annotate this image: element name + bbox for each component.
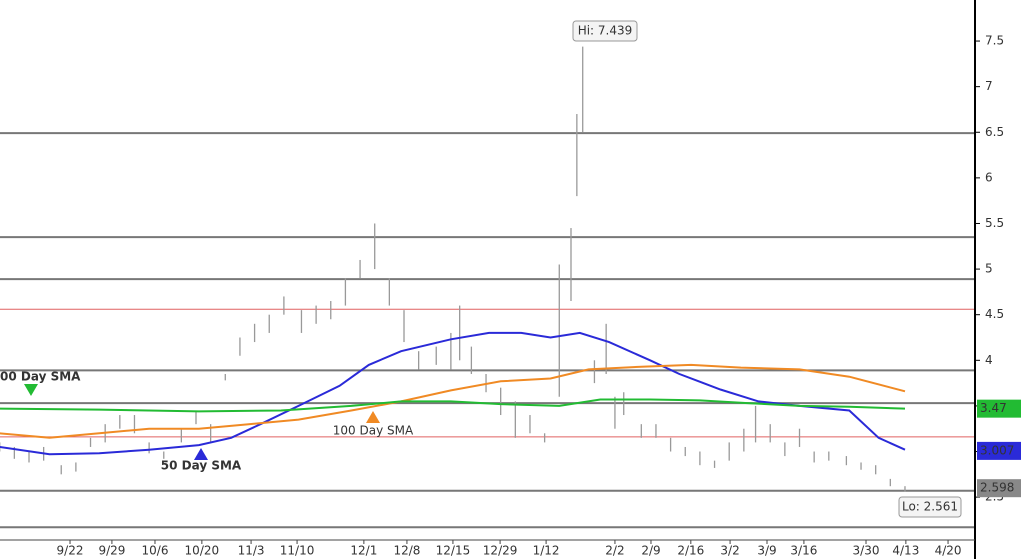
y-tick-label: 7.5 <box>985 34 1004 48</box>
x-tick-label: 12/8 <box>393 544 420 558</box>
x-tick-label: 2/16 <box>677 544 704 558</box>
x-tick-label: 2/2 <box>605 544 624 558</box>
x-tick-label: 1/12 <box>533 544 560 558</box>
last-value-label: 3.007 <box>980 443 1014 457</box>
sma-annotation: 50 Day SMA <box>161 459 242 473</box>
x-tick-label: 3/30 <box>853 544 880 558</box>
last-value-box <box>977 479 1021 498</box>
x-tick-label: 2/9 <box>641 544 660 558</box>
sma-marker <box>24 384 38 396</box>
x-tick-label: 9/22 <box>57 544 84 558</box>
y-tick-label: 7 <box>985 79 993 93</box>
sma-marker <box>194 448 208 460</box>
callout-box <box>898 496 962 518</box>
callout-label: Lo: 2.561 <box>902 500 958 514</box>
sma-annotation: 100 Day SMA <box>333 424 414 438</box>
last-value-label: 3.47 <box>980 401 1007 415</box>
y-tick-label: 6.5 <box>985 125 1004 139</box>
x-tick-label: 12/15 <box>436 544 471 558</box>
x-tick-label: 12/29 <box>483 544 518 558</box>
sma-line <box>0 363 906 439</box>
sma-annotation: 00 Day SMA <box>0 370 81 384</box>
x-tick-label: 3/9 <box>757 544 776 558</box>
last-value-label: 2.598 <box>980 481 1014 495</box>
x-tick-label: 10/6 <box>142 544 169 558</box>
last-value-box <box>977 441 1021 460</box>
sma-line <box>0 331 906 456</box>
callout-box <box>572 20 638 42</box>
callout-label: Hi: 7.439 <box>578 24 633 38</box>
y-tick-label: 5.5 <box>985 216 1004 230</box>
sma-marker <box>366 411 380 423</box>
y-tick-label: 5 <box>985 262 993 276</box>
x-tick-label: 3/16 <box>790 544 817 558</box>
x-tick-label: 3/2 <box>720 544 739 558</box>
x-tick-label: 10/20 <box>185 544 220 558</box>
last-value-box <box>977 399 1021 418</box>
x-tick-label: 9/29 <box>98 544 125 558</box>
x-tick-label: 11/10 <box>280 544 315 558</box>
x-tick-label: 12/1 <box>350 544 377 558</box>
sma-line <box>0 398 906 413</box>
y-tick-label: 4 <box>985 353 993 367</box>
x-tick-label: 4/20 <box>935 544 962 558</box>
x-tick-label: 4/13 <box>892 544 919 558</box>
y-tick-label: 6 <box>985 170 993 184</box>
y-tick-label: 4.5 <box>985 307 1004 321</box>
x-tick-label: 11/3 <box>238 544 265 558</box>
